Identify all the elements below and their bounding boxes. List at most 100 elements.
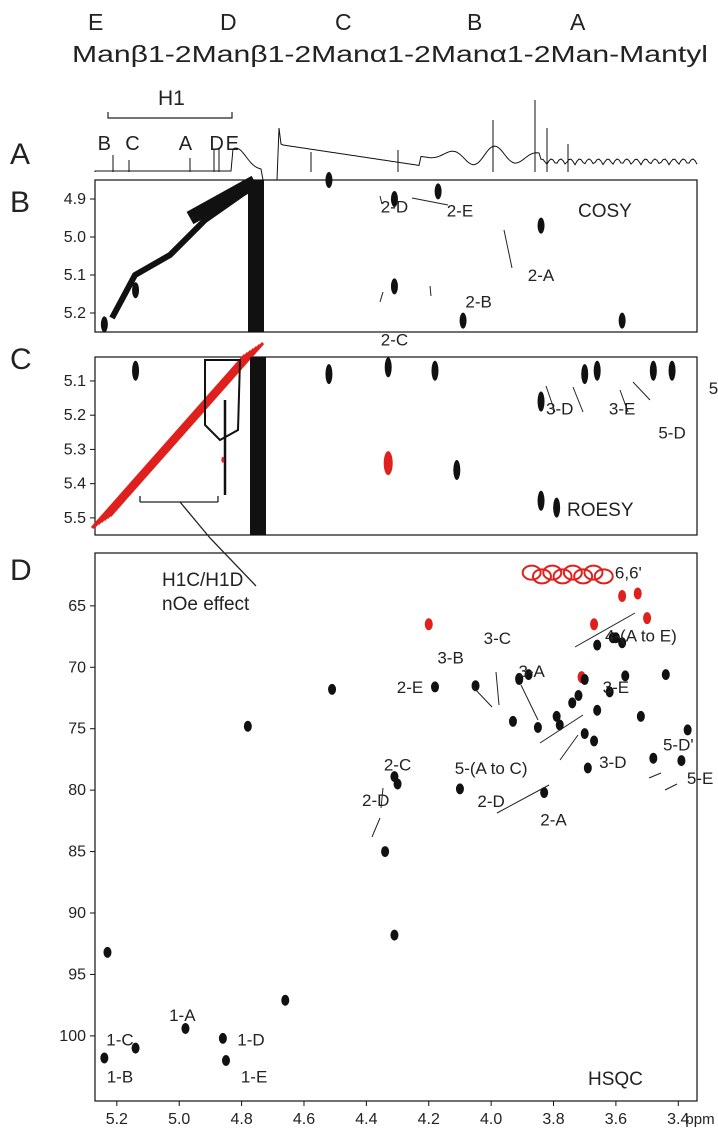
x-tick-label: 3.8 — [542, 1111, 564, 1128]
hsqc-peak-label: 5-(A to C) — [455, 759, 528, 778]
hsqc-peak-red — [531, 568, 552, 585]
hsqc-peak — [100, 1052, 109, 1064]
hsqc-peak-red — [573, 568, 594, 585]
hsqc-peak — [533, 721, 542, 733]
hsqc-peak-red — [633, 587, 642, 600]
hsqc-peak-red — [590, 618, 599, 631]
panel-letter-d: D — [10, 554, 32, 587]
cosy-cross-peak — [100, 316, 108, 333]
h1-bracket — [107, 112, 233, 119]
panel-letter-a: A — [10, 138, 30, 171]
cosy-leader-line — [379, 291, 384, 303]
hsqc-leader-line — [495, 671, 500, 706]
y-tick-label: 5.2 — [64, 407, 86, 424]
roesy-peak-label: 5-E — [709, 379, 718, 398]
hsqc-leader-line — [559, 734, 579, 761]
hsqc-peak — [580, 674, 589, 686]
roesy-title: ROESY — [567, 500, 634, 521]
roesy-noe-peak-red — [383, 451, 393, 476]
cosy-diagonal — [109, 180, 260, 320]
hsqc-leader-line — [539, 714, 584, 744]
h1-peak-letter: C — [125, 133, 139, 155]
hsqc-peak-red — [552, 568, 573, 585]
roesy-cross-peak — [453, 459, 461, 480]
roesy-cross-peak — [431, 360, 439, 381]
cosy-peak-label: 2-E — [447, 201, 473, 220]
hsqc-peak-red — [424, 618, 433, 631]
residue-letter-e: E — [88, 9, 103, 35]
x-axis-unit: ppm — [685, 1111, 714, 1128]
cosy-peak-label: 2-A — [528, 266, 555, 285]
cosy-peaks — [100, 172, 626, 333]
roesy-frame — [94, 356, 698, 536]
hsqc-peak-red — [583, 564, 604, 581]
roesy-cross-peak — [581, 364, 589, 385]
y-tick-label: 5.4 — [64, 476, 86, 493]
hsqc-leader-line — [472, 686, 493, 708]
hsqc-peak-label: 4-(A to E) — [605, 626, 677, 645]
hsqc-peak — [552, 710, 561, 722]
roesy-peak-label: 3-E — [609, 399, 635, 418]
hsqc-peak-red — [562, 564, 583, 581]
roesy-cross-peak — [668, 360, 676, 381]
hsqc-frame — [94, 552, 698, 1102]
h1-peak-letter: B — [98, 133, 111, 155]
y-tick-label: 70 — [68, 659, 86, 676]
y-tick-label: 80 — [68, 782, 86, 799]
x-tick-label: 5.2 — [106, 1111, 128, 1128]
hsqc-peak — [390, 771, 399, 783]
hsqc-peak — [661, 669, 670, 681]
hsqc-peak-label: 2-C — [384, 755, 411, 774]
h1-bracket-label: H1 — [158, 87, 185, 110]
x-tick-label: 4.4 — [355, 1111, 377, 1128]
hsqc-peak-label: 6,6' — [615, 564, 642, 583]
noe-annotation: H1C/H1D nOe effect — [139, 496, 257, 615]
hsqc-peak — [243, 720, 252, 732]
cosy-y-ticks: 4.9 5.0 5.1 5.2 — [64, 191, 95, 322]
roesy-noe-peak-red — [221, 456, 225, 463]
roesy-cross-peak — [132, 360, 140, 381]
glycan-structure: Manβ1-2Manβ1-2Manα1-2Manα1-2Man-Mantyl — [72, 41, 708, 67]
cosy-frame — [94, 179, 698, 333]
hsqc-peak-red — [542, 564, 563, 581]
roesy-solvent-band — [250, 357, 266, 535]
hsqc-peak — [636, 710, 645, 722]
hsqc-peak — [381, 846, 390, 858]
cosy-cross-peak — [390, 191, 398, 207]
hsqc-peak — [568, 697, 577, 709]
hsqc-peak-red — [593, 568, 614, 585]
y-tick-label: 5.3 — [64, 441, 86, 458]
cosy-cross-peak — [325, 172, 333, 188]
hsqc-peak — [583, 762, 592, 774]
hsqc-peak-label: 5-E — [687, 769, 713, 788]
hsqc-peak-label: 5-D' — [663, 736, 694, 755]
hsqc-peak — [605, 686, 614, 698]
hsqc-peak — [524, 669, 533, 681]
roesy-leader-line — [545, 385, 556, 413]
hsqc-peak-label: 1-E — [241, 1067, 267, 1086]
hsqc-peak-label: 2-D — [477, 792, 504, 811]
cosy-cross-peak — [459, 312, 467, 329]
panel-d-hsqc: 65 70 75 80 85 90 95 100 6,6' 4-(A to E) 3-C 3-B 3-… — [59, 552, 713, 1102]
y-tick-label: 100 — [59, 1028, 86, 1045]
hsqc-peak — [103, 946, 112, 958]
hsqc-peak-label: 1-B — [107, 1067, 133, 1086]
hsqc-peak — [574, 690, 583, 702]
1d-spectrum-trace — [94, 127, 698, 181]
panel-c-roesy: 5.1 5.2 5.3 5.4 5.5 3-D 3-E 5-D 5-E ROESY — [64, 342, 718, 536]
hsqc-leader-line — [574, 612, 636, 648]
noe-label-line1: H1C/H1D — [162, 570, 243, 591]
hsqc-peak-label: 1-A — [169, 1006, 196, 1025]
cosy-peak-label: 2-D — [381, 198, 408, 217]
y-tick-label: 90 — [68, 905, 86, 922]
hsqc-peak — [222, 1054, 231, 1066]
hsqc-peak — [593, 639, 602, 651]
hsqc-peak — [508, 715, 517, 727]
y-tick-label: 5.1 — [64, 267, 86, 284]
roesy-y-ticks: 5.1 5.2 5.3 5.4 5.5 — [64, 373, 95, 527]
hsqc-peak — [618, 637, 627, 649]
hsqc-leader-line — [371, 817, 381, 838]
hsqc-peak — [181, 1023, 190, 1035]
cosy-cross-peak — [390, 278, 398, 295]
